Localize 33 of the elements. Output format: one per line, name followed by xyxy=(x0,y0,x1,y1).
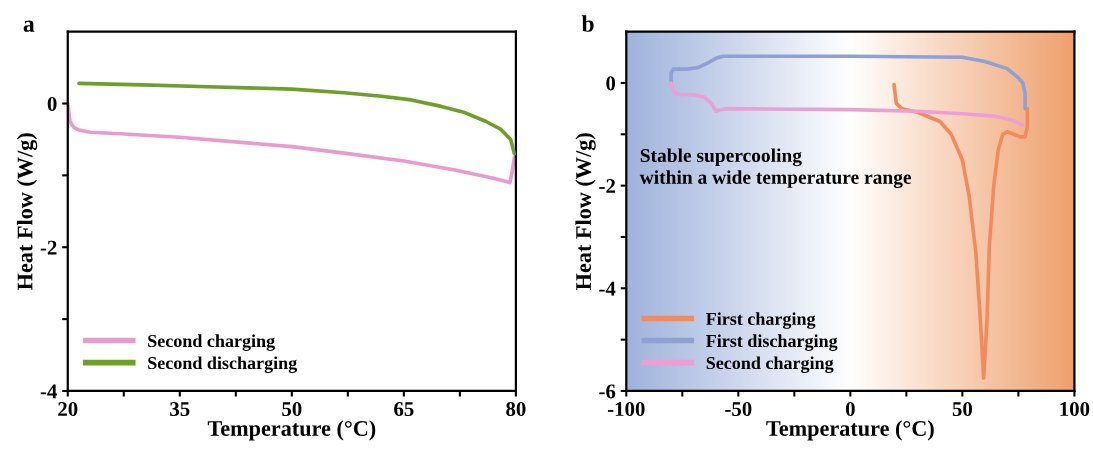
x-tick-label: 35 xyxy=(170,402,190,417)
x-tick-label: 100 xyxy=(1060,402,1090,417)
chart-title: a xyxy=(23,20,35,32)
x-tick-label: 80 xyxy=(506,402,526,417)
x-tick-label: 50 xyxy=(952,402,973,417)
y-tick-label: -4 xyxy=(599,281,616,296)
x-tick-label: 20 xyxy=(58,402,78,417)
line-series xyxy=(669,81,1025,127)
x-tick-label: 50 xyxy=(282,402,302,417)
annotation: Stable supercooling within a wide temperature range xyxy=(639,148,912,188)
legend-label: First discharging xyxy=(706,334,838,351)
y-axis-title: Heat Flow (W/g) xyxy=(575,133,596,290)
y-tick-label: -6 xyxy=(599,384,616,399)
line-series xyxy=(669,54,1027,111)
line-series xyxy=(67,101,516,185)
y-tick-label: -2 xyxy=(599,179,615,193)
y-axis-title: Heat Flow (W/g) xyxy=(16,133,38,290)
legend-label: Second charging xyxy=(148,334,275,351)
legend-label: Second discharging xyxy=(148,356,298,373)
y-tick-label: -2 xyxy=(40,240,57,255)
legend-label: First charging xyxy=(706,312,816,329)
line-series xyxy=(77,81,516,156)
y-tick-label: -4 xyxy=(40,384,57,399)
x-tick-label: 0 xyxy=(845,402,855,417)
x-axis-title: Temperature (°C) xyxy=(207,420,376,441)
y-tick-label: 0 xyxy=(47,96,57,111)
x-tick-label: 65 xyxy=(394,402,414,417)
x-axis-title: Temperature (°C) xyxy=(766,420,934,441)
x-tick-label: -100 xyxy=(607,402,645,417)
y-tick-label: 0 xyxy=(606,76,616,91)
chart-title: b xyxy=(581,15,594,32)
x-tick-label: -50 xyxy=(725,402,752,417)
legend-label: Second charging xyxy=(706,356,834,373)
